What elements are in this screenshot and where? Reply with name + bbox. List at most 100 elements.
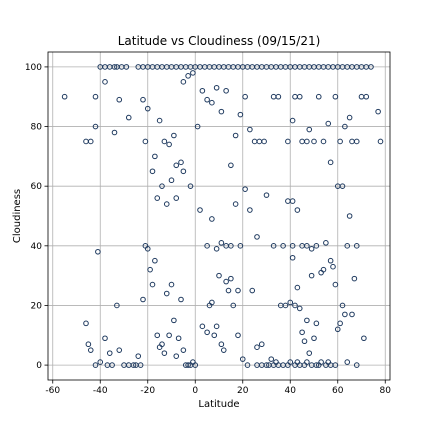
data-point bbox=[368, 64, 374, 70]
data-point bbox=[163, 201, 170, 207]
data-point bbox=[154, 332, 161, 339]
data-point bbox=[311, 138, 317, 145]
data-point bbox=[180, 347, 187, 353]
data-point bbox=[320, 138, 327, 145]
data-point bbox=[178, 296, 184, 303]
data-point bbox=[320, 266, 327, 273]
data-point bbox=[270, 243, 277, 249]
data-point bbox=[140, 96, 146, 103]
data-point bbox=[289, 117, 296, 124]
data-point bbox=[149, 168, 156, 175]
y-axis-label: Cloudiness bbox=[12, 189, 23, 243]
data-point bbox=[270, 93, 277, 100]
y-tick-label: 40 bbox=[31, 242, 43, 252]
data-point bbox=[330, 263, 336, 270]
x-tick-label: -60 bbox=[45, 386, 60, 396]
data-point bbox=[187, 183, 194, 189]
data-point bbox=[344, 359, 351, 365]
data-point bbox=[285, 138, 291, 145]
data-point bbox=[308, 246, 315, 252]
data-point bbox=[106, 350, 113, 356]
data-point bbox=[213, 84, 220, 91]
data-point bbox=[375, 108, 381, 115]
data-point bbox=[237, 111, 244, 118]
y-tick-label: 100 bbox=[25, 63, 42, 73]
data-point bbox=[111, 64, 118, 70]
data-point bbox=[306, 350, 313, 356]
data-point bbox=[159, 341, 165, 348]
data-point bbox=[102, 79, 108, 85]
data-point bbox=[377, 138, 384, 145]
data-point bbox=[346, 114, 353, 121]
data-point bbox=[251, 138, 258, 145]
data-point bbox=[304, 317, 310, 324]
x-tick-label: -20 bbox=[140, 386, 155, 396]
data-points bbox=[61, 64, 384, 368]
data-point bbox=[178, 159, 184, 166]
data-point bbox=[299, 138, 305, 145]
data-point bbox=[323, 240, 329, 246]
data-point bbox=[137, 362, 144, 368]
data-point bbox=[166, 141, 172, 148]
data-point bbox=[104, 362, 111, 368]
data-point bbox=[247, 207, 253, 213]
data-point bbox=[168, 177, 175, 184]
data-point bbox=[223, 278, 229, 285]
data-point bbox=[61, 93, 68, 100]
data-point bbox=[342, 311, 348, 318]
data-point bbox=[334, 326, 341, 333]
data-point bbox=[254, 234, 260, 240]
data-point bbox=[289, 243, 296, 249]
data-point bbox=[339, 302, 346, 309]
y-tick-label: 60 bbox=[31, 182, 43, 192]
data-point bbox=[313, 362, 320, 368]
data-point bbox=[304, 243, 310, 249]
data-point bbox=[263, 192, 270, 198]
data-point bbox=[235, 332, 241, 339]
data-point bbox=[353, 243, 360, 249]
data-point bbox=[358, 93, 365, 100]
data-point bbox=[308, 272, 315, 279]
data-point bbox=[232, 132, 239, 139]
data-point bbox=[294, 284, 301, 291]
data-point bbox=[254, 344, 260, 351]
data-point bbox=[197, 207, 203, 213]
data-point bbox=[292, 93, 298, 100]
data-point bbox=[249, 287, 256, 294]
data-point bbox=[171, 317, 177, 324]
y-tick-label: 80 bbox=[31, 123, 43, 133]
data-point bbox=[244, 362, 251, 368]
grid bbox=[48, 52, 390, 380]
data-point bbox=[213, 323, 220, 330]
data-point bbox=[294, 207, 301, 213]
data-point bbox=[337, 320, 343, 327]
data-point bbox=[327, 159, 334, 166]
data-point bbox=[311, 335, 317, 342]
data-point bbox=[306, 126, 313, 133]
data-point bbox=[228, 162, 234, 169]
ticks: -60 -40 -20 0 20 40 60 80 0 20 40 60 80 100 bbox=[25, 63, 391, 396]
data-point bbox=[135, 353, 142, 359]
data-point bbox=[168, 281, 175, 288]
data-point bbox=[190, 359, 196, 365]
data-point bbox=[116, 347, 123, 353]
data-point bbox=[353, 138, 360, 145]
data-point bbox=[282, 302, 289, 309]
data-point bbox=[220, 347, 227, 353]
data-point bbox=[218, 341, 225, 348]
data-point bbox=[123, 64, 130, 70]
data-point bbox=[142, 138, 149, 145]
data-point bbox=[353, 362, 360, 368]
data-point bbox=[256, 138, 263, 145]
data-point bbox=[171, 132, 177, 139]
x-tick-label: 20 bbox=[237, 386, 249, 396]
data-point bbox=[130, 362, 137, 368]
data-point bbox=[204, 243, 210, 249]
data-point bbox=[339, 183, 346, 189]
data-point bbox=[159, 183, 165, 189]
data-point bbox=[275, 93, 282, 100]
data-point bbox=[247, 126, 253, 133]
data-point bbox=[280, 243, 286, 249]
x-tick-label: -40 bbox=[93, 386, 108, 396]
x-tick-label: 60 bbox=[332, 386, 344, 396]
